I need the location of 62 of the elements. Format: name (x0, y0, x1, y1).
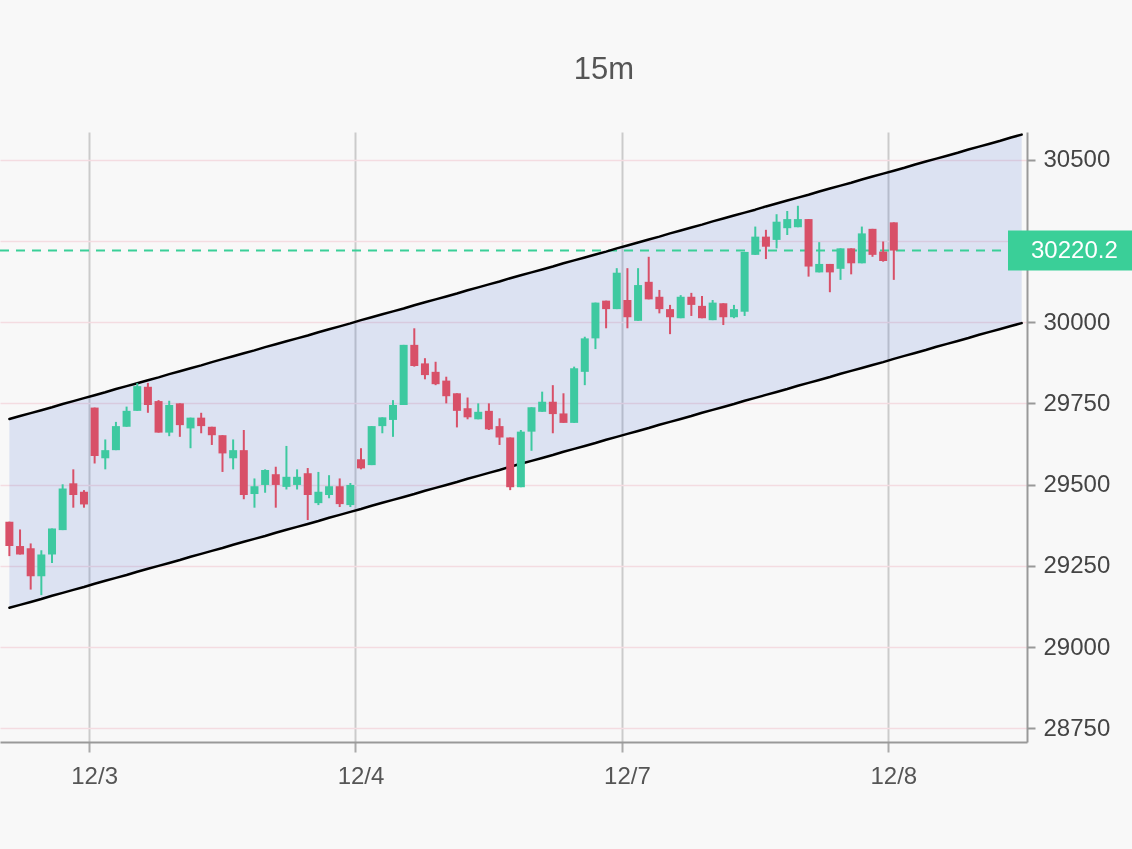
candlestick (293, 468, 302, 491)
y-tick-label: 28750 (1043, 713, 1111, 741)
candlestick (197, 411, 206, 435)
candlestick (495, 417, 504, 446)
candlestick (761, 228, 770, 261)
candlestick (825, 262, 834, 294)
candlestick (335, 477, 344, 509)
candlestick (420, 357, 429, 381)
x-tick-label: 12/7 (604, 761, 651, 789)
y-tick-label: 29500 (1043, 470, 1111, 498)
candlestick (271, 465, 280, 509)
candlestick (69, 468, 78, 509)
candlestick (452, 392, 461, 429)
candlestick (559, 392, 568, 424)
candlestick (282, 444, 291, 491)
candlestick (644, 255, 653, 301)
candlestick (410, 327, 419, 368)
y-tick-label: 30500 (1043, 145, 1111, 173)
candlestick (37, 549, 46, 597)
candlestick (602, 299, 611, 330)
x-tick-label: 12/3 (71, 761, 118, 789)
candlestick (229, 438, 238, 471)
candlestick (314, 470, 323, 507)
candlestick (879, 240, 888, 263)
x-tick-label: 12/8 (870, 761, 918, 789)
candlestick (122, 405, 131, 428)
candlestick (548, 384, 557, 435)
candlestick (303, 467, 312, 522)
candlestick (666, 303, 675, 336)
candlestick (719, 302, 728, 327)
candlestick (175, 402, 184, 438)
line-series (8, 133, 1023, 421)
y-tick-label: 29750 (1043, 388, 1111, 416)
ref-line-label: 30220.2 (1031, 235, 1118, 263)
candlestick (463, 396, 472, 421)
candlestick (772, 213, 781, 250)
candlestick (484, 402, 493, 432)
text: 15m (573, 51, 635, 86)
y-tick-label: 29000 (1043, 632, 1111, 660)
candlestick (325, 474, 334, 500)
candlestick (847, 247, 856, 276)
candlestick (431, 360, 440, 387)
candlestick (218, 434, 227, 473)
candlestick (357, 447, 366, 471)
y-tick-label: 30000 (1043, 307, 1111, 335)
y-tick-label: 29250 (1043, 551, 1111, 579)
candlestick (538, 390, 547, 413)
candlestick (261, 468, 270, 494)
candlestick (623, 267, 632, 330)
candlestick (388, 399, 397, 438)
candlestick (186, 416, 195, 450)
candlestick (442, 375, 451, 405)
candlestick (346, 481, 355, 509)
candlestick (783, 209, 792, 237)
candlestick (655, 288, 664, 315)
candlestick (687, 291, 696, 317)
candlestick (101, 438, 110, 471)
candlestick (250, 477, 259, 509)
candlestick (143, 381, 152, 414)
x-tick-label: 12/4 (337, 761, 385, 789)
candlestick (16, 528, 25, 556)
line-series (8, 321, 1023, 610)
